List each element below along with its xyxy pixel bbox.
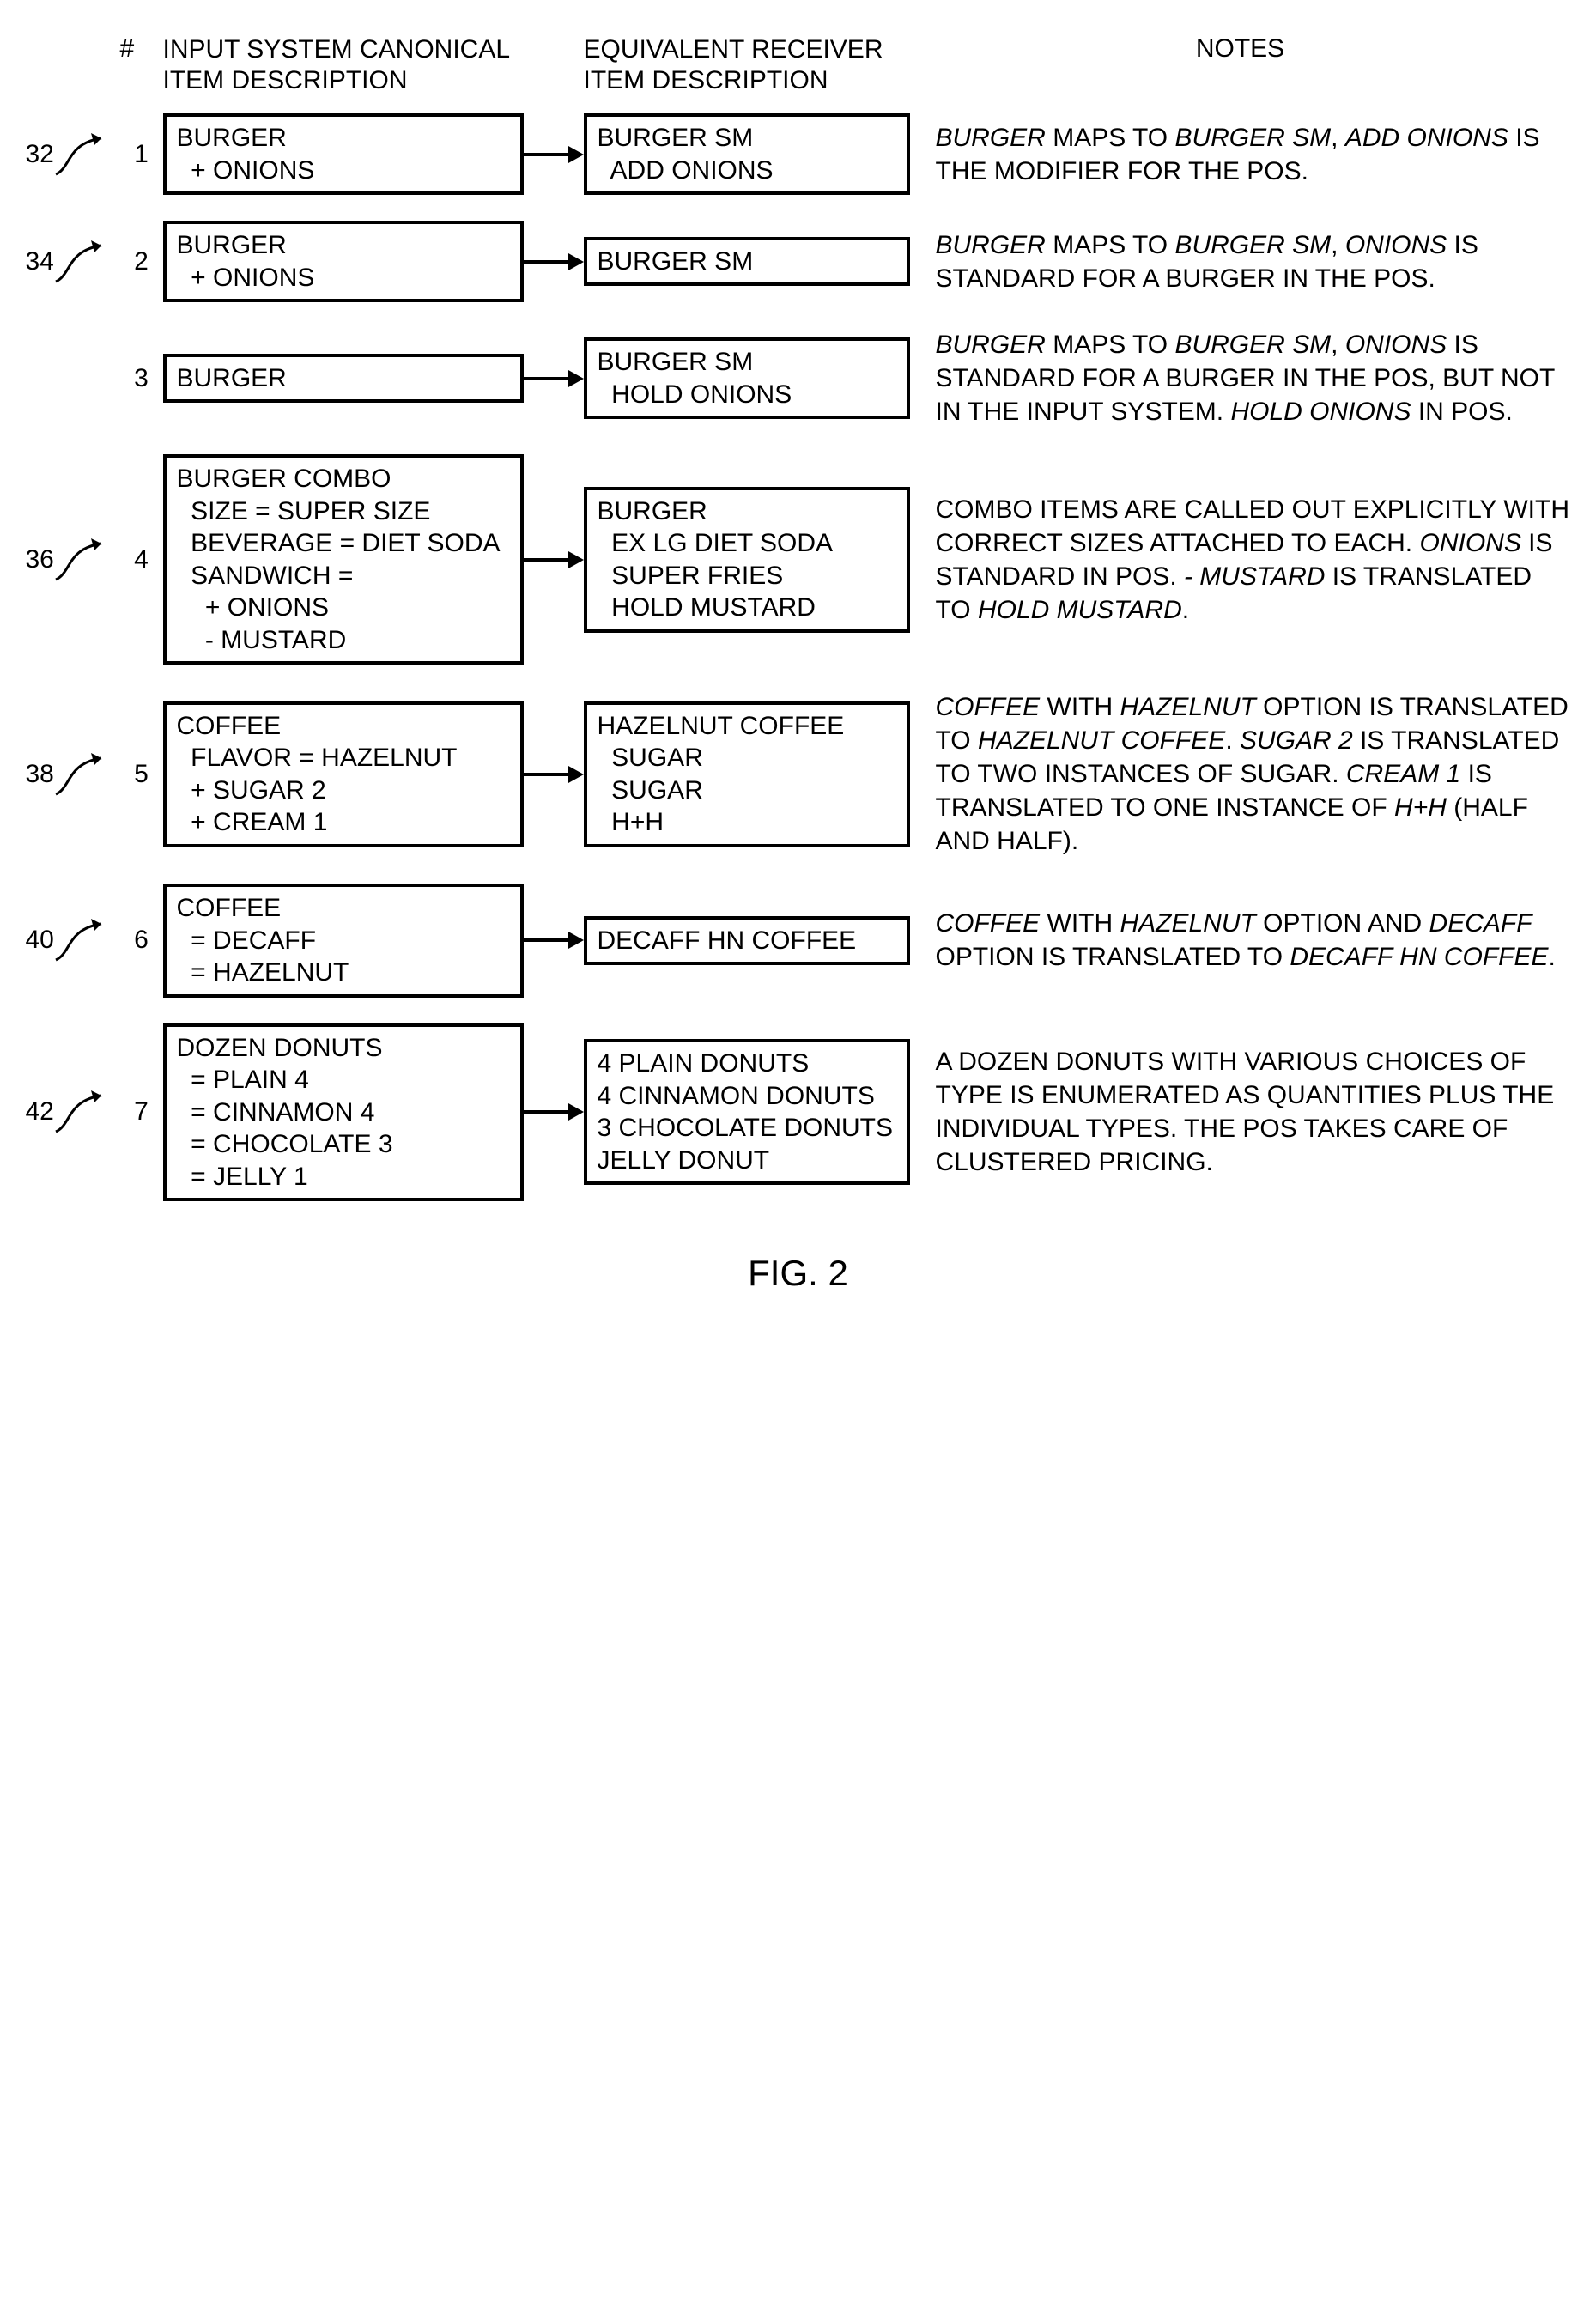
input-description-box: BURGER COMBO SIZE = SUPER SIZE BEVERAGE … xyxy=(163,454,524,665)
output-description-box: BURGER SM xyxy=(584,237,910,287)
arrow-icon xyxy=(524,929,584,951)
notes-text: BURGER MAPS TO BURGER SM, ADD ONIONS IS … xyxy=(910,121,1571,188)
mapping-row: 364BURGER COMBO SIZE = SUPER SIZE BEVERA… xyxy=(26,454,1571,665)
input-description-box: DOZEN DONUTS = PLAIN 4 = CINNAMON 4 = CH… xyxy=(163,1023,524,1202)
notes-text: COFFEE WITH HAZELNUT OPTION IS TRANSLATE… xyxy=(910,690,1571,858)
mapping-row: 321BURGER + ONIONS BURGER SM ADD ONIONSBU… xyxy=(26,113,1571,195)
reference-number: 42 xyxy=(26,1090,120,1133)
header-output: EQUIVALENT RECEIVER ITEM DESCRIPTION xyxy=(584,34,910,96)
notes-text: COFFEE WITH HAZELNUT OPTION AND DECAFF O… xyxy=(910,907,1571,974)
reference-number: 36 xyxy=(26,538,120,581)
arrow-icon xyxy=(524,1101,584,1123)
output-description-box: BURGER SM HOLD ONIONS xyxy=(584,337,910,419)
reference-number: 32 xyxy=(26,133,120,176)
figure-label: FIG. 2 xyxy=(26,1253,1571,1294)
row-number: 7 xyxy=(120,1097,163,1127)
input-description-box: COFFEE = DECAFF = HAZELNUT xyxy=(163,884,524,998)
mapping-row: 406COFFEE = DECAFF = HAZELNUT DECAFF HN C… xyxy=(26,884,1571,998)
input-description-box: BURGER + ONIONS xyxy=(163,221,524,302)
reference-number: 40 xyxy=(26,919,120,962)
output-description-box: HAZELNUT COFFEE SUGAR SUGAR H+H xyxy=(584,701,910,847)
output-description-box: DECAFF HN COFFEE xyxy=(584,916,910,966)
column-headers: # INPUT SYSTEM CANONICAL ITEM DESCRIPTIO… xyxy=(26,34,1571,96)
header-notes: NOTES xyxy=(910,34,1571,96)
notes-text: A DOZEN DONUTS WITH VARIOUS CHOICES OF T… xyxy=(910,1045,1571,1179)
arrow-icon xyxy=(524,549,584,571)
input-description-box: COFFEE FLAVOR = HAZELNUT + SUGAR 2 + CRE… xyxy=(163,701,524,847)
arrow-icon xyxy=(524,143,584,166)
row-number: 2 xyxy=(120,247,163,276)
header-input: INPUT SYSTEM CANONICAL ITEM DESCRIPTION xyxy=(163,34,524,96)
mapping-row: 3BURGER BURGER SM HOLD ONIONSBURGER MAPS … xyxy=(26,328,1571,428)
row-number: 3 xyxy=(120,364,163,393)
row-number: 1 xyxy=(120,140,163,169)
input-description-box: BURGER + ONIONS xyxy=(163,113,524,195)
diagram-container: # INPUT SYSTEM CANONICAL ITEM DESCRIPTIO… xyxy=(26,34,1571,1294)
output-description-box: BURGER EX LG DIET SODA SUPER FRIES HOLD … xyxy=(584,487,910,633)
row-number: 6 xyxy=(120,926,163,955)
mapping-row: 385COFFEE FLAVOR = HAZELNUT + SUGAR 2 + … xyxy=(26,690,1571,858)
reference-number: 38 xyxy=(26,753,120,796)
reference-number: 34 xyxy=(26,240,120,283)
notes-text: COMBO ITEMS ARE CALLED OUT EXPLICITLY WI… xyxy=(910,493,1571,627)
row-number: 4 xyxy=(120,545,163,574)
input-description-box: BURGER xyxy=(163,354,524,404)
mapping-row: 427DOZEN DONUTS = PLAIN 4 = CINNAMON 4 =… xyxy=(26,1023,1571,1202)
header-num: # xyxy=(120,34,163,96)
notes-text: BURGER MAPS TO BURGER SM, ONIONS IS STAN… xyxy=(910,228,1571,295)
notes-text: BURGER MAPS TO BURGER SM, ONIONS IS STAN… xyxy=(910,328,1571,428)
output-description-box: 4 PLAIN DONUTS 4 CINNAMON DONUTS 3 CHOCO… xyxy=(584,1039,910,1185)
arrow-icon xyxy=(524,367,584,390)
row-number: 5 xyxy=(120,760,163,789)
output-description-box: BURGER SM ADD ONIONS xyxy=(584,113,910,195)
arrow-icon xyxy=(524,763,584,786)
arrow-icon xyxy=(524,251,584,273)
mapping-row: 342BURGER + ONIONS BURGER SMBURGER MAPS T… xyxy=(26,221,1571,302)
